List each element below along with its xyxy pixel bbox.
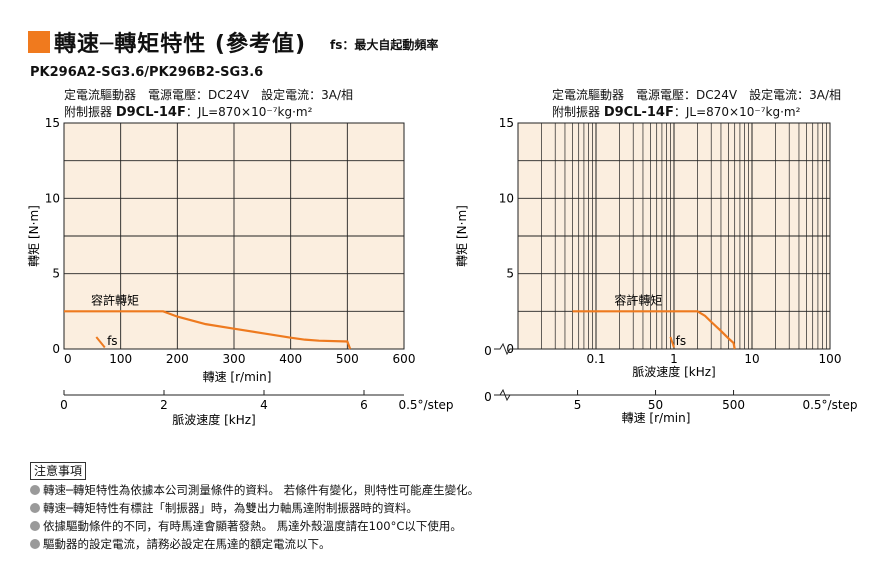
right-driver-line: 附制振器 D9CL-14F：JL=870×10⁻⁷kg·m² <box>552 103 800 120</box>
x2-end-label: 0.5°/step <box>802 398 857 412</box>
x-tick-label: 100 <box>819 352 842 366</box>
y-axis-label: 轉矩 [N·m] <box>455 205 469 267</box>
right-conditions-line: 定電流驅動器 電源電壓：DC24V 設定電流：3A/相 <box>552 88 841 102</box>
x2-tick-label: 500 <box>722 398 745 412</box>
torque-curve <box>572 310 736 350</box>
y-axis-label: 轉矩 [N·m] <box>27 205 41 267</box>
fs-marker <box>669 336 675 348</box>
series-label: 容許轉矩 <box>614 292 662 307</box>
y-tick-label: 5 <box>506 267 514 281</box>
x-tick-label: 1 <box>670 352 678 366</box>
left-driver-line: 附制振器 D9CL-14F：JL=870×10⁻⁷kg·m² <box>64 103 312 120</box>
x2-tick-label: 2 <box>160 398 168 412</box>
driver-inertia: ：JL=870×10⁻⁷kg·m² <box>185 105 313 119</box>
title-accent-square <box>28 31 50 53</box>
axis-break-icon <box>494 388 518 402</box>
series-label: 容許轉矩 <box>91 292 139 307</box>
x-tick-label: 500 <box>336 352 359 366</box>
x-axis-label: 轉速 [r/min] <box>203 370 272 384</box>
driver-inertia: ：JL=870×10⁻⁷kg·m² <box>673 105 801 119</box>
x-axis-label: 脈波速度 [kHz] <box>632 364 715 379</box>
x2-tick-label: 4 <box>260 398 268 412</box>
x-tick-label: 0 <box>484 344 492 358</box>
bullet-icon <box>30 485 40 495</box>
y-tick-label: 15 <box>45 116 60 130</box>
x-tick-label: 0 <box>64 352 72 366</box>
x-tick-label: 100 <box>109 352 132 366</box>
x2-axis-label: 脈波速度 [kHz] <box>172 412 255 427</box>
x-tick-label: 200 <box>166 352 189 366</box>
x2-tick-label: 6 <box>360 398 368 412</box>
y-tick-label: 0 <box>52 342 60 356</box>
x2-axis-label: 轉速 [r/min] <box>622 411 691 425</box>
driver-model: D9CL-14F <box>603 105 674 120</box>
y-tick-label: 5 <box>52 267 60 281</box>
note-item: 依據驅動條件的不同，有時馬達會顯著發熱。 馬達外殼溫度請在100°C以下使用。 <box>30 518 462 534</box>
x2-end-label: 0.5°/step <box>398 398 453 412</box>
driver-model: D9CL-14F <box>115 105 186 120</box>
notes-title: 注意事項 <box>30 462 87 480</box>
driver-prefix: 附制振器 <box>552 105 604 119</box>
driver-prefix: 附制振器 <box>64 105 116 119</box>
bullet-icon <box>30 521 40 531</box>
y-tick-label: 10 <box>45 191 60 205</box>
x2-tick-label: 0 <box>60 398 68 412</box>
x-tick-label: 600 <box>393 352 416 366</box>
model-name: PK296A2-SG3.6/PK296B2-SG3.6 <box>30 65 264 80</box>
x-tick-label: 10 <box>744 352 759 366</box>
bullet-icon <box>30 539 40 549</box>
plot-frame <box>63 122 405 350</box>
plot-frame <box>517 122 831 350</box>
fs-note: fs：最大自起動頻率 <box>330 38 439 52</box>
x2-tick-label: 5 <box>574 398 582 412</box>
x2-tick-label: 0 <box>484 390 492 404</box>
torque-curve <box>64 310 352 350</box>
y-tick-label: 10 <box>499 191 514 205</box>
x-tick-label: 300 <box>223 352 246 366</box>
page-title: 轉速─轉矩特性 (參考值) <box>54 32 307 57</box>
left-conditions-line: 定電流驅動器 電源電壓：DC24V 設定電流：3A/相 <box>64 88 353 102</box>
fs-label: fs <box>107 334 117 348</box>
x-tick-label: 400 <box>279 352 302 366</box>
x2-tick-label: 50 <box>648 398 663 412</box>
fs-label: fs <box>676 334 686 348</box>
note-item: 轉速─轉矩特性為依據本公司測量條件的資料。 若條件有變化，則特性可能產生變化。 <box>30 482 479 498</box>
axis-break-icon <box>494 342 518 356</box>
bullet-icon <box>30 503 40 513</box>
y-tick-label: 15 <box>499 116 514 130</box>
fs-marker <box>95 336 106 349</box>
note-item: 驅動器的設定電流，請務必設定在馬達的額定電流以下。 <box>30 536 331 552</box>
x-tick-label: 0.1 <box>586 352 605 366</box>
note-item: 轉速─轉矩特性有標註「制振器」時，為雙出力軸馬達附制振器時的資料。 <box>30 500 418 516</box>
